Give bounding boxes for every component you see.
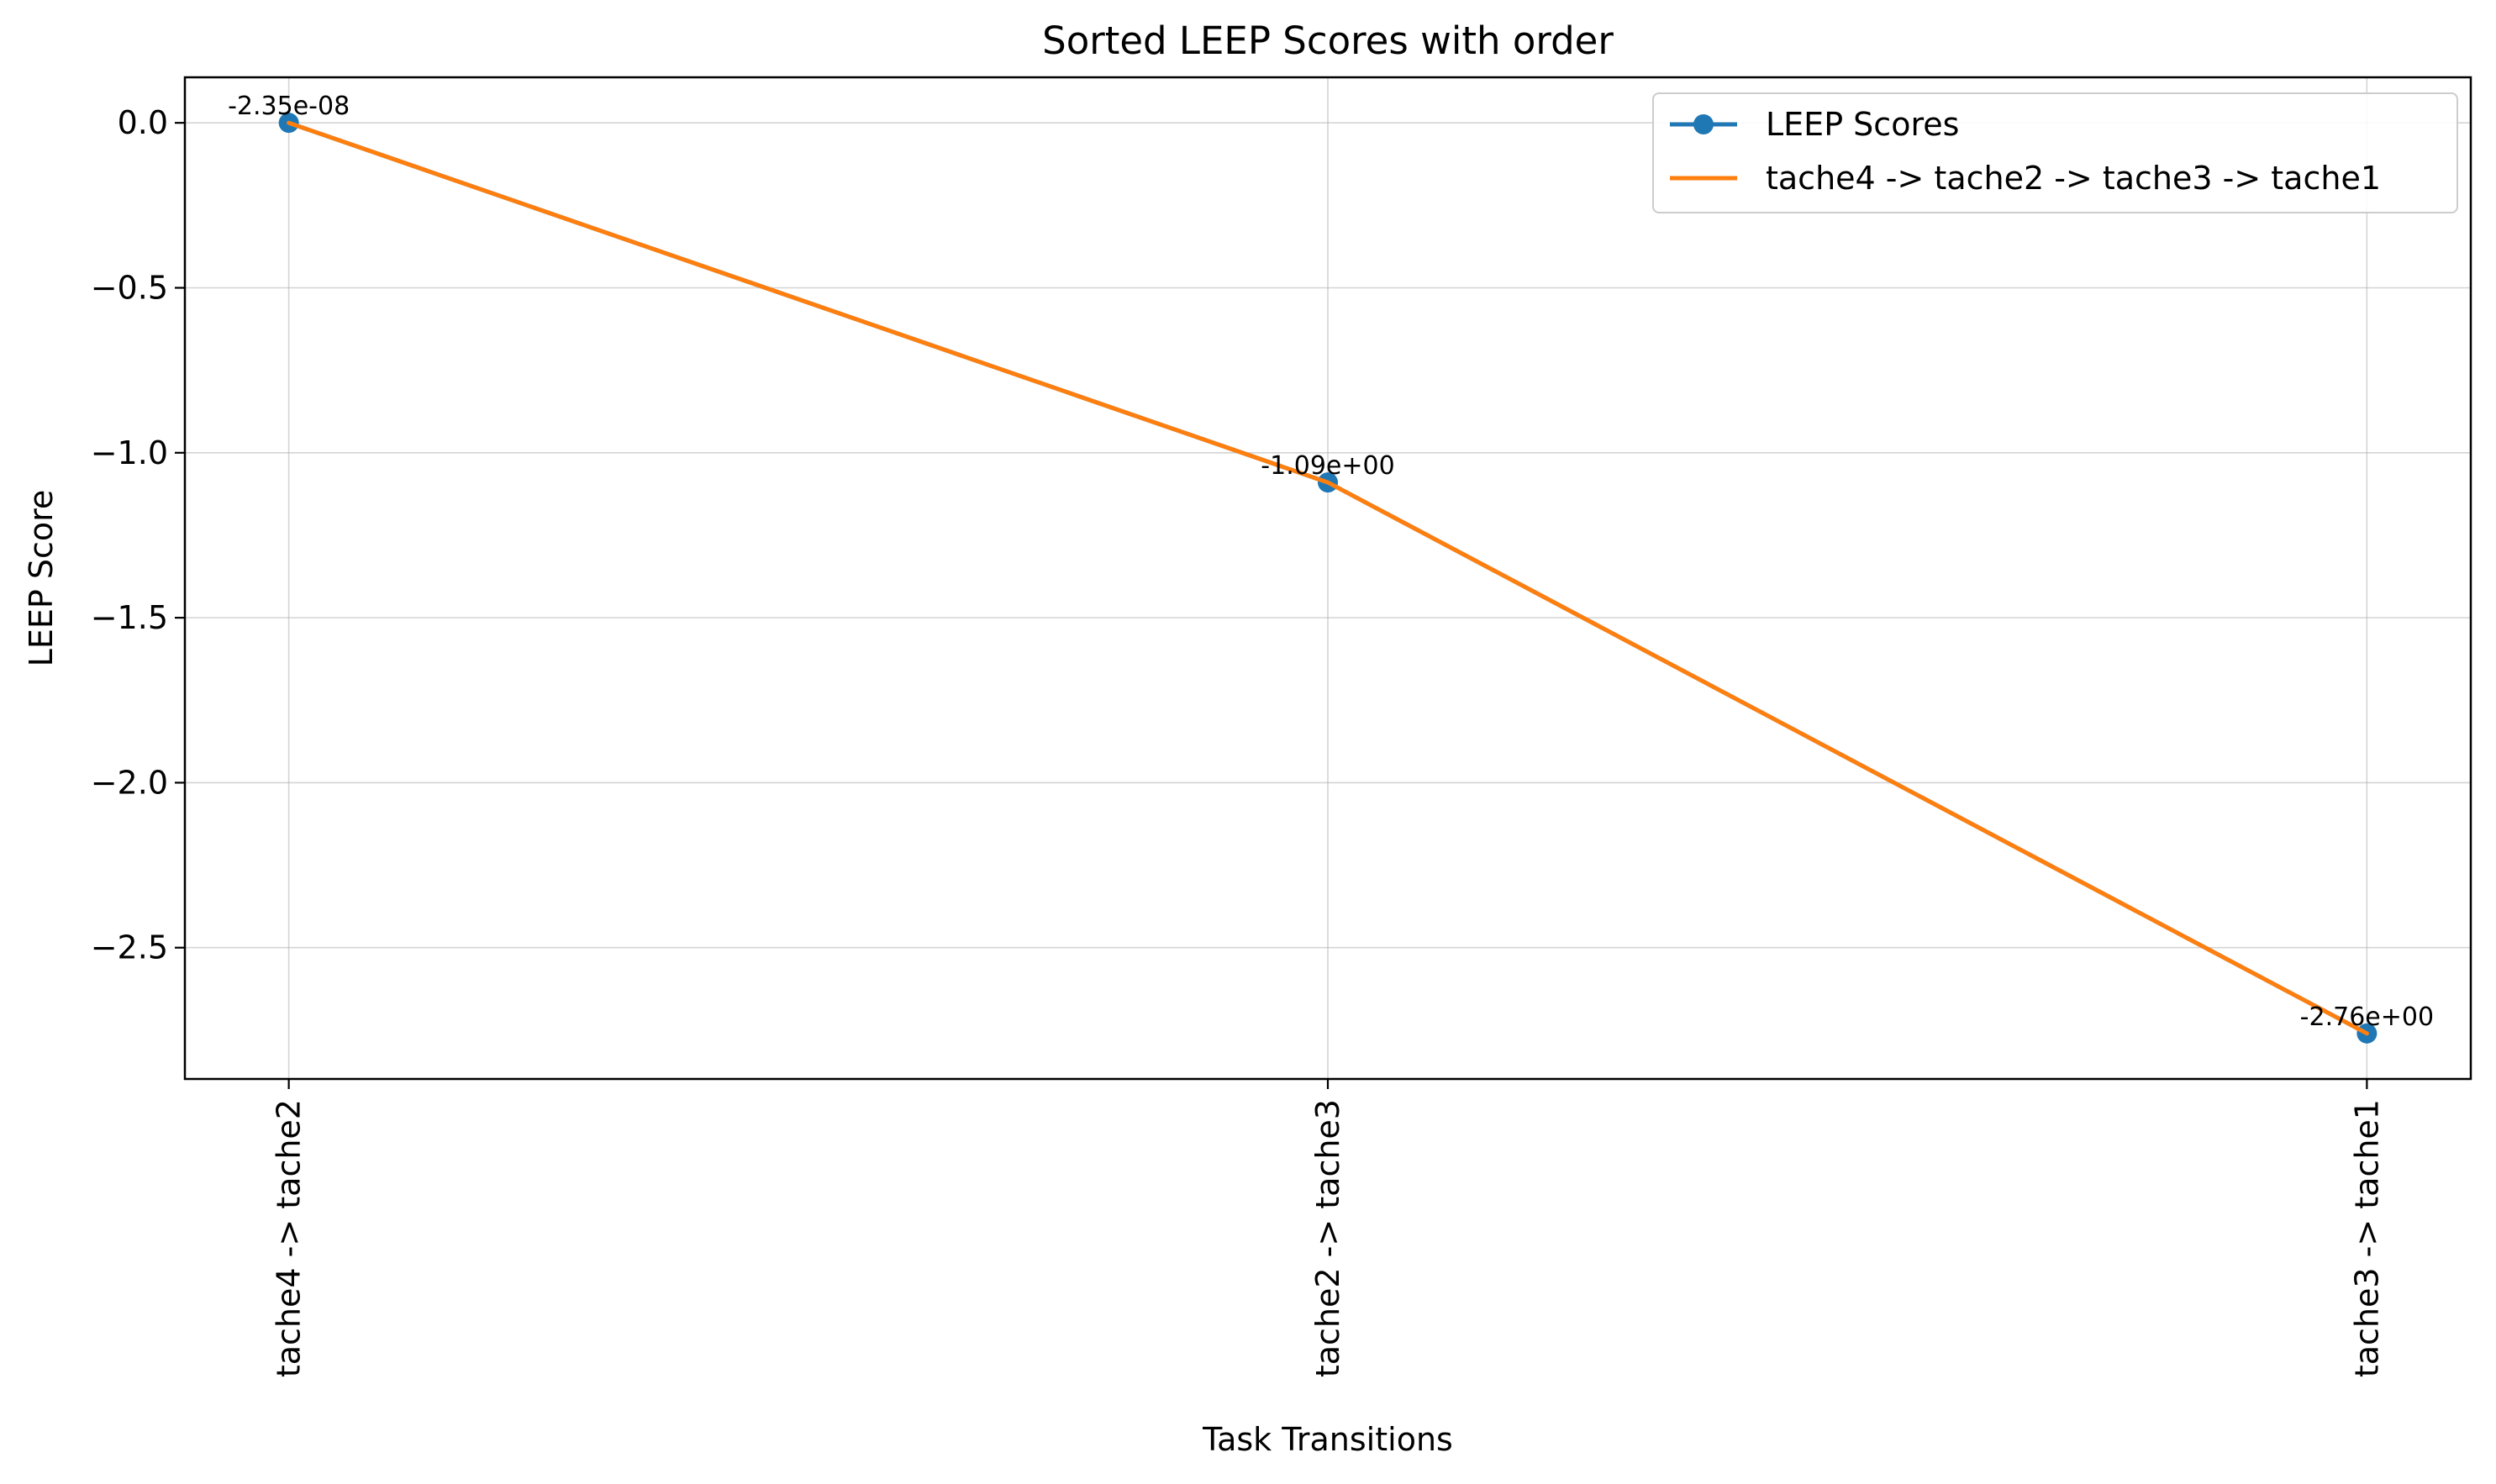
x-tick-label: tache4 -> tache2 (271, 1099, 308, 1377)
data-label: -1.09e+00 (1261, 451, 1394, 481)
x-axis-label: Task Transitions (1202, 1421, 1453, 1458)
x-tick-label: tache2 -> tache3 (1309, 1099, 1346, 1377)
legend-marker (1693, 114, 1714, 134)
legend-item: tache4 -> tache2 -> tache3 -> tache1 (1670, 160, 2381, 197)
y-tick-label: −2.5 (91, 929, 168, 966)
y-tick-label: −1.5 (91, 599, 168, 636)
data-label: -2.35e-08 (228, 92, 350, 121)
y-axis-label: LEEP Score (23, 490, 60, 667)
y-tick-label: −0.5 (91, 269, 168, 306)
legend-label: tache4 -> tache2 -> tache3 -> tache1 (1766, 160, 2381, 197)
legend: LEEP Scores tache4 -> tache2 -> tache3 ->… (1652, 92, 2458, 213)
y-tick-label: −1.0 (91, 434, 168, 471)
series-line-2 (287, 120, 2369, 1036)
legend-box (1652, 92, 2458, 213)
y-axis: 0.0 −0.5 −1.0 −1.5 −2.0 −2.5 (91, 104, 185, 966)
x-tick-label: tache3 -> tache1 (2348, 1099, 2385, 1377)
grid (185, 77, 2471, 1079)
data-labels: -2.35e-08 -1.09e+00 -2.76e+00 (228, 92, 2434, 1032)
chart-title: Sorted LEEP Scores with order (1042, 18, 1614, 63)
data-label: -2.76e+00 (2300, 1002, 2434, 1032)
y-tick-label: 0.0 (118, 104, 168, 141)
series-layer (278, 113, 2378, 1044)
legend-item: LEEP Scores (1670, 106, 1959, 143)
x-axis: tache4 -> tache2 tache2 -> tache3 tache3 -… (271, 1079, 2385, 1377)
legend-label: LEEP Scores (1766, 106, 1959, 143)
y-tick-label: −2.0 (91, 764, 168, 801)
